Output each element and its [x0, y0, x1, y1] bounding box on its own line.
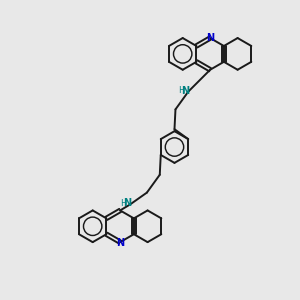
- Text: N: N: [123, 199, 131, 208]
- Text: N: N: [207, 33, 215, 43]
- Text: N: N: [117, 238, 125, 248]
- Text: H: H: [120, 199, 126, 208]
- Text: N: N: [181, 85, 189, 96]
- Text: H: H: [178, 86, 184, 95]
